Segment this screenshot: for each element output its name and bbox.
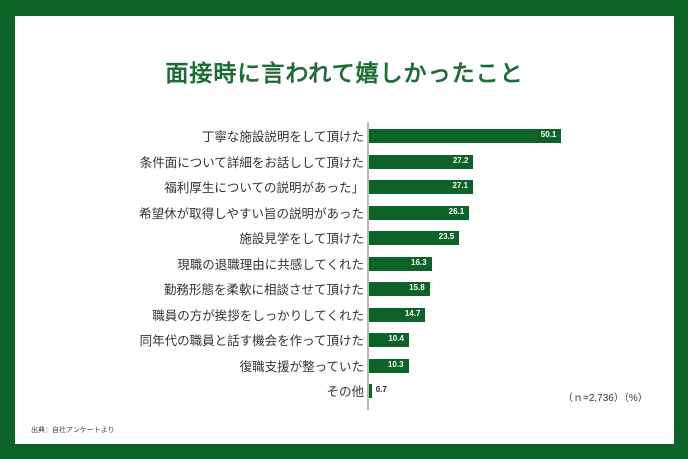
sample-size-note: （ｎ=2,736）（%） bbox=[563, 393, 648, 404]
bar: 50.1 bbox=[369, 129, 562, 143]
bar: 27.2 bbox=[369, 154, 474, 169]
category-label: 職員の方が挨拶をしっかりしてくれた bbox=[152, 307, 364, 323]
bar-row: 復職支援が整っていた 10.3 bbox=[15, 354, 674, 376]
bar-row: 勤務形態を柔軟に相談させて頂けた 15.8 bbox=[15, 277, 674, 299]
category-label: 条件面について詳細をお話しして頂けた bbox=[139, 154, 364, 170]
value-label: 27.2 bbox=[452, 155, 469, 165]
value-label: 15.8 bbox=[409, 283, 425, 292]
category-label: 勤務形態を柔軟に相談させて頂けた bbox=[163, 282, 364, 297]
value-label: 0.7 bbox=[375, 385, 387, 394]
category-label: 復職支援が整っていた bbox=[239, 358, 364, 374]
value-label: 10.4 bbox=[388, 334, 404, 343]
bar-row: 同年代の職員と話す機会を作って頂けた 10.4 bbox=[15, 328, 674, 350]
value-label: 14.7 bbox=[404, 308, 421, 318]
chart-panel: 面接時に言われて嬉しかったこと 丁寧な施設説明をして頂けた 50.1 条件面について… bbox=[15, 16, 674, 444]
y-axis-line bbox=[367, 122, 369, 410]
category-label: 丁寧な施設説明をして頂けた bbox=[201, 129, 364, 144]
value-label: 10.3 bbox=[387, 359, 404, 369]
bar: 27.1 bbox=[369, 180, 474, 194]
bar-row: 施設見学をして頂けた 23.5 bbox=[15, 226, 674, 248]
bar: 26.1 bbox=[369, 205, 470, 220]
bar-row: 現職の退職理由に共感してくれた 16.3 bbox=[15, 252, 674, 274]
value-label: 27.1 bbox=[452, 181, 469, 190]
bar-row: 職員の方が挨拶をしっかりしてくれた 14.7 bbox=[15, 303, 674, 325]
bar: 10.3 bbox=[369, 358, 409, 373]
category-label: 同年代の職員と話す機会を作って頂けた bbox=[139, 333, 364, 348]
value-label: 26.1 bbox=[448, 206, 465, 216]
category-label: 施設見学をして頂けた bbox=[239, 231, 364, 246]
bar: 14.7 bbox=[369, 307, 426, 322]
bar: 15.8 bbox=[369, 282, 430, 296]
category-label: 希望休が取得しやすい旨の説明があった bbox=[139, 205, 364, 221]
category-label: 現職の退職理由に共感してくれた bbox=[177, 256, 364, 272]
bar-row: 福利厚生についての説明があった」 27.1 bbox=[15, 175, 674, 197]
chart-title: 面接時に言われて嬉しかったこと bbox=[165, 61, 524, 87]
category-label: 福利厚生についての説明があった」 bbox=[164, 180, 364, 195]
value-label: 16.3 bbox=[411, 257, 427, 267]
bar-row: その他 0.7 bbox=[15, 379, 674, 401]
source-note: 出典：自社アンケートより bbox=[31, 426, 115, 434]
value-label: 23.5 bbox=[438, 232, 455, 241]
bar-row: 希望休が取得しやすい旨の説明があった 26.1 bbox=[15, 201, 674, 223]
bar: 16.3 bbox=[369, 256, 432, 271]
bar: 0.7 bbox=[369, 384, 387, 398]
bar-row: 丁寧な施設説明をして頂けた 50.1 bbox=[15, 124, 674, 146]
bar: 23.5 bbox=[369, 231, 460, 245]
category-label: その他 bbox=[326, 384, 364, 399]
value-label: 50.1 bbox=[540, 130, 557, 139]
bar: 10.4 bbox=[369, 333, 409, 347]
bar-row: 条件面について詳細をお話しして頂けた 27.2 bbox=[15, 150, 674, 172]
